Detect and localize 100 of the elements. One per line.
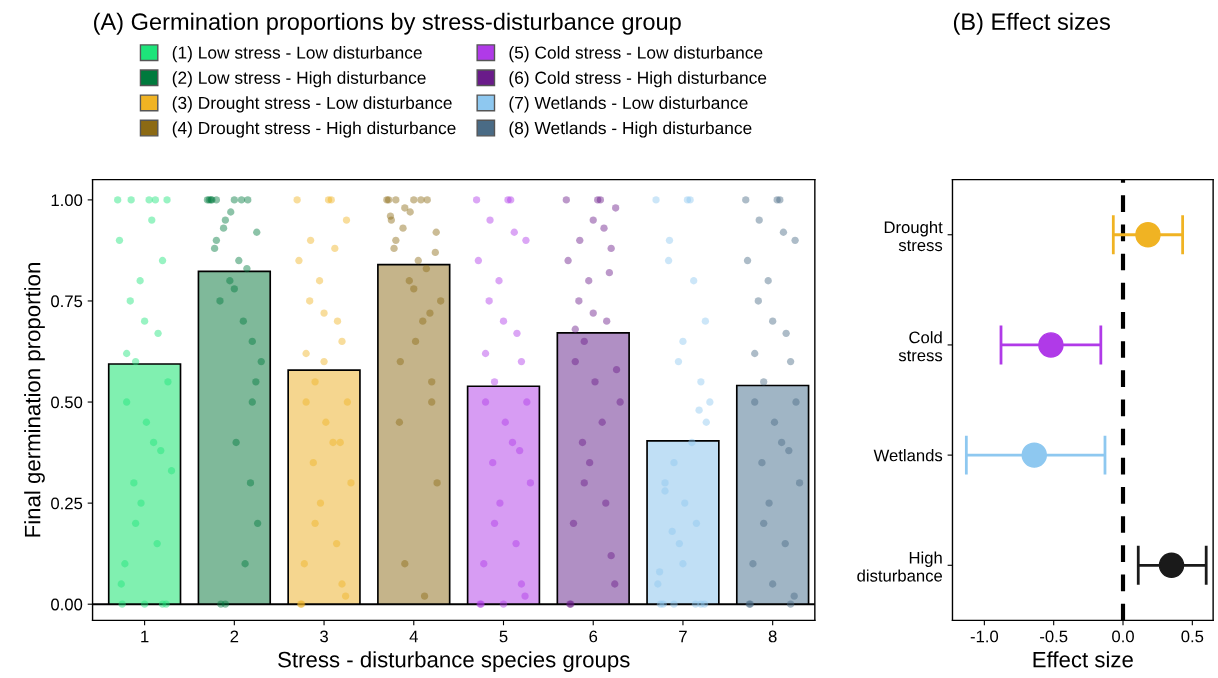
point xyxy=(764,277,772,285)
point xyxy=(243,264,251,273)
point xyxy=(157,446,165,455)
point xyxy=(216,297,224,305)
point xyxy=(338,337,346,346)
point xyxy=(510,228,518,236)
point xyxy=(137,499,145,507)
point xyxy=(695,406,703,414)
point xyxy=(320,309,328,317)
point xyxy=(480,560,488,568)
point xyxy=(517,580,526,588)
point xyxy=(320,357,328,366)
point xyxy=(423,196,431,204)
point xyxy=(665,236,674,244)
point xyxy=(485,297,493,305)
y-tick-label: High disturbance xyxy=(857,551,943,582)
x-tick-label: 0.5 xyxy=(1181,630,1204,643)
point xyxy=(603,317,611,325)
point xyxy=(336,438,344,447)
legend-label: (2) Low stress - High disturbance xyxy=(172,71,426,88)
legend-label: (8) Wetlands - High disturbance xyxy=(509,121,752,138)
point xyxy=(428,398,436,406)
point xyxy=(589,309,597,317)
point xyxy=(293,196,301,204)
point xyxy=(235,256,243,265)
point xyxy=(702,418,710,426)
point xyxy=(395,418,404,426)
point xyxy=(433,479,441,487)
point xyxy=(781,539,789,548)
point xyxy=(405,277,413,285)
point xyxy=(569,519,578,528)
point xyxy=(481,349,490,358)
point xyxy=(230,285,239,293)
x-tick-label: 2 xyxy=(230,630,239,643)
point xyxy=(428,378,436,386)
point xyxy=(499,600,508,608)
point xyxy=(688,438,696,447)
point xyxy=(790,592,798,600)
point xyxy=(607,552,615,560)
point xyxy=(602,499,610,507)
y-tick-label: 0.75 xyxy=(51,295,83,308)
point xyxy=(221,600,230,608)
point xyxy=(122,398,131,406)
point xyxy=(652,196,660,204)
point xyxy=(490,378,499,386)
point xyxy=(578,438,587,447)
point xyxy=(239,317,247,325)
point xyxy=(755,216,763,224)
point xyxy=(1038,332,1064,358)
point xyxy=(257,357,265,366)
y-tick-label: Wetlands xyxy=(873,449,943,462)
point xyxy=(701,317,710,325)
point xyxy=(691,600,700,608)
y-tick-label: 0.25 xyxy=(51,497,83,510)
point xyxy=(244,196,252,204)
point xyxy=(114,196,122,204)
point xyxy=(302,349,310,358)
point xyxy=(481,398,490,406)
point xyxy=(219,224,228,232)
point xyxy=(401,204,409,212)
point xyxy=(792,398,800,406)
point xyxy=(212,196,221,204)
point xyxy=(751,398,759,406)
point xyxy=(674,357,683,366)
point xyxy=(564,256,572,265)
point xyxy=(347,479,355,487)
y-tick-label: 0.00 xyxy=(51,598,83,611)
point xyxy=(605,268,614,277)
point xyxy=(148,216,156,224)
point xyxy=(758,459,766,467)
point xyxy=(401,560,409,568)
point xyxy=(576,236,584,244)
point xyxy=(769,317,777,325)
point xyxy=(779,228,788,236)
point xyxy=(154,329,162,337)
point xyxy=(616,398,624,406)
point xyxy=(490,519,499,528)
point xyxy=(295,256,303,265)
point xyxy=(392,236,400,244)
point xyxy=(508,438,517,447)
point xyxy=(145,196,153,204)
point xyxy=(749,560,757,568)
point xyxy=(417,196,425,204)
point xyxy=(306,297,314,305)
point xyxy=(167,467,176,475)
point xyxy=(399,224,407,232)
point xyxy=(517,357,526,366)
point xyxy=(420,592,429,600)
point xyxy=(474,256,483,265)
point xyxy=(515,446,524,455)
point xyxy=(523,398,531,406)
point xyxy=(331,244,339,253)
point xyxy=(612,366,621,374)
x-tick-label: 4 xyxy=(409,630,418,643)
point xyxy=(142,418,151,426)
point xyxy=(575,297,583,305)
point xyxy=(591,378,599,386)
point xyxy=(115,236,124,244)
point xyxy=(333,317,342,325)
point xyxy=(221,216,230,224)
